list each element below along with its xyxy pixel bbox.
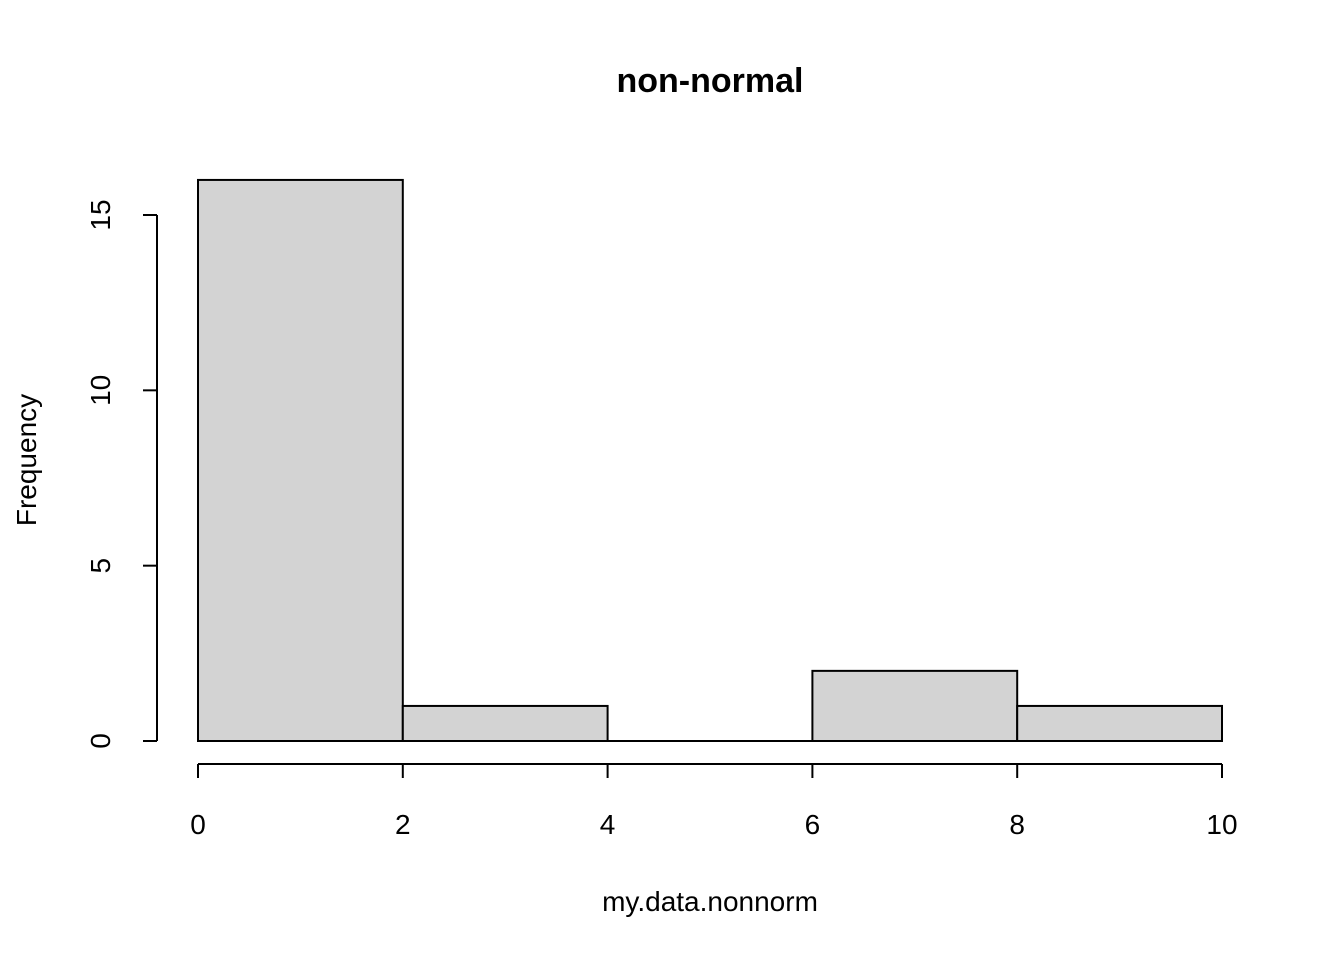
x-tick-label: 10 (1206, 809, 1237, 840)
x-tick-label: 6 (805, 809, 821, 840)
x-tick-label: 8 (1009, 809, 1025, 840)
histogram-bar-0 (197, 178, 404, 742)
y-axis: 0 5 10 15 (85, 199, 158, 749)
histogram-bar-4 (1016, 704, 1224, 743)
y-axis-label: Frequency (11, 394, 42, 526)
y-tick-label: 0 (85, 733, 116, 749)
histogram-bar-3 (811, 669, 1019, 742)
y-tick-label: 5 (85, 558, 116, 574)
x-tick-label: 2 (395, 809, 411, 840)
histogram-bar-1 (401, 704, 609, 743)
chart-title: non-normal (617, 62, 804, 100)
x-axis-label: my.data.nonnorm (602, 886, 818, 917)
x-tick-label: 0 (190, 809, 206, 840)
x-tick-label: 4 (600, 809, 616, 840)
x-axis: 0 2 4 6 8 10 (190, 763, 1238, 840)
y-tick-label: 15 (85, 199, 116, 230)
y-tick-label: 10 (85, 375, 116, 406)
bars-group (197, 178, 1224, 743)
